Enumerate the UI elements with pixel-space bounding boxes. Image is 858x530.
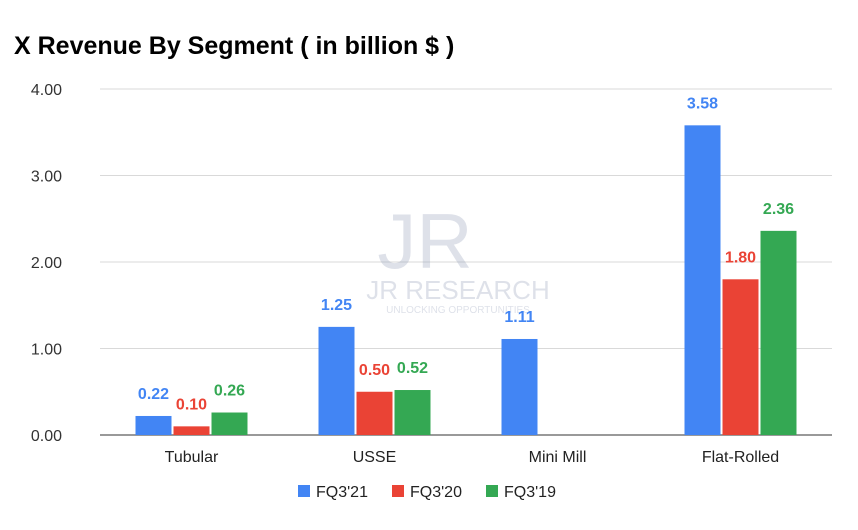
bar <box>501 338 538 435</box>
y-axis-ticks: 0.00 1.00 2.00 3.00 4.00 <box>31 82 62 445</box>
data-label: 1.11 <box>504 309 534 326</box>
legend-label: FQ3'21 <box>316 484 368 501</box>
data-label: 0.10 <box>176 396 207 413</box>
data-label: 0.22 <box>138 386 169 403</box>
legend: FQ3'21 FQ3'20 FQ3'19 <box>298 484 556 501</box>
bar <box>318 326 355 435</box>
y-tick-label: 2.00 <box>31 255 62 272</box>
data-label: 0.52 <box>397 360 428 377</box>
legend-swatch <box>486 485 498 497</box>
x-category-label: Tubular <box>165 449 219 466</box>
data-label: 1.80 <box>725 249 756 266</box>
legend-label: FQ3'20 <box>410 484 462 501</box>
bar <box>394 390 431 435</box>
watermark-name: JR RESEARCH <box>366 275 549 305</box>
y-tick-label: 4.00 <box>31 82 62 99</box>
y-tick-label: 0.00 <box>31 428 62 445</box>
watermark-tagline: UNLOCKING OPPORTUNITIES <box>386 305 530 316</box>
y-tick-label: 3.00 <box>31 169 62 186</box>
x-category-label: Flat-Rolled <box>702 449 779 466</box>
data-label: 0.50 <box>359 362 390 379</box>
legend-label: FQ3'19 <box>504 484 556 501</box>
x-axis-categories: Tubular USSE Mini Mill Flat-Rolled <box>165 449 780 466</box>
bar <box>356 391 393 435</box>
chart-title: X Revenue By Segment ( in billion $ ) <box>14 32 454 60</box>
legend-swatch <box>392 485 404 497</box>
watermark-monogram: JR <box>377 197 472 285</box>
bar <box>760 230 797 435</box>
data-label: 0.26 <box>214 383 245 400</box>
x-category-label: USSE <box>353 449 397 466</box>
bars <box>135 125 797 435</box>
y-tick-label: 1.00 <box>31 342 62 359</box>
bar <box>722 279 759 435</box>
bar <box>135 415 172 435</box>
bar <box>684 125 721 435</box>
data-labels: 0.22 0.10 0.26 1.25 0.50 0.52 1.11 3.58 1.80 2.36 <box>138 95 794 413</box>
data-label: 3.58 <box>687 95 718 112</box>
data-label: 2.36 <box>763 201 794 218</box>
watermark-logo: JR JR RESEARCH UNLOCKING OPPORTUNITIES <box>366 197 549 316</box>
bar <box>211 412 248 435</box>
bar <box>173 426 210 435</box>
data-label: 1.25 <box>321 297 352 314</box>
legend-swatch <box>298 485 310 497</box>
x-category-label: Mini Mill <box>529 449 587 466</box>
